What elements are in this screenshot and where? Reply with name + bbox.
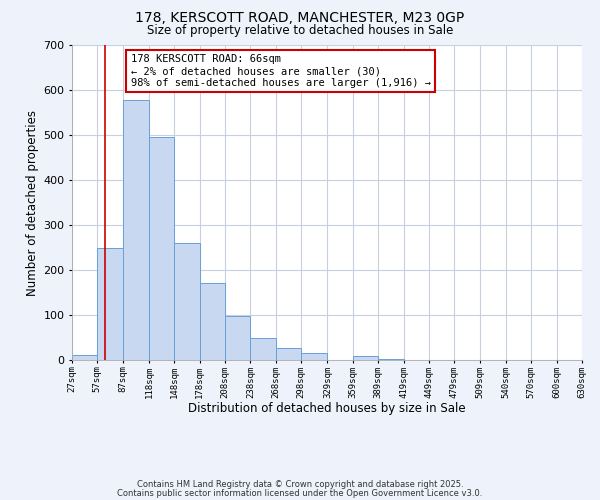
Bar (225, 316, 250, 360)
Bar (123, 100, 149, 360)
Text: Contains HM Land Registry data © Crown copyright and database right 2025.: Contains HM Land Registry data © Crown c… (137, 480, 463, 489)
Bar (378, 359, 404, 360)
Bar (353, 356, 378, 360)
Y-axis label: Number of detached properties: Number of detached properties (26, 110, 39, 296)
Bar (149, 137, 175, 360)
Bar (175, 243, 200, 360)
Text: 178, KERSCOTT ROAD, MANCHESTER, M23 0GP: 178, KERSCOTT ROAD, MANCHESTER, M23 0GP (136, 12, 464, 26)
Bar (72, 354, 97, 360)
Bar (301, 353, 328, 360)
Text: Contains public sector information licensed under the Open Government Licence v3: Contains public sector information licen… (118, 488, 482, 498)
Text: Size of property relative to detached houses in Sale: Size of property relative to detached ho… (147, 24, 453, 37)
X-axis label: Distribution of detached houses by size in Sale: Distribution of detached houses by size … (188, 402, 466, 415)
Bar (97, 248, 123, 360)
Text: 178 KERSCOTT ROAD: 66sqm
← 2% of detached houses are smaller (30)
98% of semi-de: 178 KERSCOTT ROAD: 66sqm ← 2% of detache… (131, 54, 431, 88)
Bar (250, 338, 276, 360)
Bar (276, 348, 301, 360)
Bar (200, 282, 225, 360)
